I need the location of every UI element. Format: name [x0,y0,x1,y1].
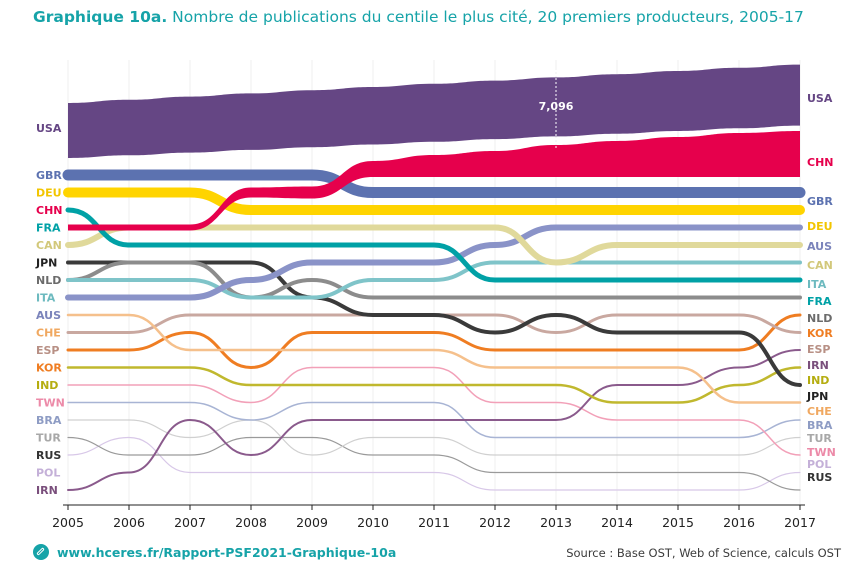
left-label-esp: ESP [36,344,60,357]
left-label-deu: DEU [36,187,62,200]
left-label-bra: BRA [36,414,62,427]
right-label-deu: DEU [807,220,833,233]
series-nld-line [66,260,802,300]
right-label-ind: IND [807,374,829,387]
footer-link-text[interactable]: www.hceres.fr/Rapport-PSF2021-Graphique-… [57,544,397,560]
left-label-ita: ITA [36,292,56,305]
series-bra-line [67,401,801,439]
x-tick-label: 2013 [540,515,572,530]
right-label-jpn: JPN [806,390,828,403]
left-label-pol: POL [36,467,60,480]
chart-title: Graphique 10a. Nombre de publications du… [33,8,804,26]
link-icon [33,544,49,560]
right-label-usa: USA [807,92,833,105]
x-tick-label: 2010 [357,515,389,530]
left-label-can: CAN [36,239,62,252]
series-che-line [66,313,802,404]
right-label-fra: FRA [807,295,832,308]
x-tick-label: 2008 [235,515,267,530]
x-tick-label: 2016 [723,515,755,530]
right-label-can: CAN [807,259,833,272]
left-label-gbr: GBR [36,169,62,182]
left-label-jpn: JPN [35,257,57,270]
right-label-twn: TWN [807,446,836,459]
footer-link[interactable]: www.hceres.fr/Rapport-PSF2021-Graphique-… [33,544,396,560]
left-label-irn: IRN [36,484,58,497]
right-label-gbr: GBR [807,195,833,208]
left-label-nld: NLD [36,274,61,287]
right-label-pol: POL [807,458,831,471]
series-twn-line [67,366,801,456]
title-prefix: Graphique 10a. [33,8,168,26]
left-label-aus: AUS [36,309,61,322]
left-label-usa: USA [36,122,62,135]
series-ita-line [66,260,802,300]
left-label-rus: RUS [36,449,61,462]
x-tick-label: 2005 [52,515,84,530]
series-gbr-line [62,169,806,198]
series-rus-line [67,436,801,491]
right-label-kor: KOR [807,327,833,340]
left-label-twn: TWN [36,397,65,410]
series-deu-line [63,187,805,216]
source-note: Source : Base OST, Web of Science, calcu… [566,546,841,560]
left-label-tur: TUR [36,432,61,445]
annotation-label: 7,096 [539,100,574,113]
x-tick-label: 2012 [479,515,511,530]
left-label-ind: IND [36,379,58,392]
series-usa-band [68,64,800,158]
right-label-rus: RUS [807,471,832,484]
right-label-esp: ESP [807,343,831,356]
right-label-irn: IRN [807,359,829,372]
left-label-chn: CHN [36,204,63,217]
right-label-aus: AUS [807,240,832,253]
right-label-bra: BRA [807,419,833,432]
x-tick-label: 2015 [662,515,694,530]
series-pol-line [67,436,801,491]
series-chn-band [68,131,800,231]
right-label-nld: NLD [807,312,832,325]
series-fra-line [65,207,803,283]
left-label-kor: KOR [36,362,62,375]
x-tick-label: 2014 [601,515,633,530]
series-tur-line [67,419,801,456]
x-tick-label: 2006 [113,515,145,530]
x-tick-label: 2007 [174,515,206,530]
right-label-che: CHE [807,405,832,418]
left-label-che: CHE [36,327,61,340]
right-label-ita: ITA [807,278,827,291]
x-tick-label: 2017 [784,515,816,530]
title-text: Nombre de publications du centile le plu… [172,8,804,26]
right-label-chn: CHN [807,156,834,169]
left-label-fra: FRA [36,222,61,235]
x-tick-label: 2009 [296,515,328,530]
series-aus-line [65,224,803,301]
series-ind-line [66,366,802,404]
series-kor-line [66,313,802,370]
right-label-tur: TUR [807,432,832,445]
x-tick-label: 2011 [418,515,450,530]
series-irn-line [67,349,801,491]
